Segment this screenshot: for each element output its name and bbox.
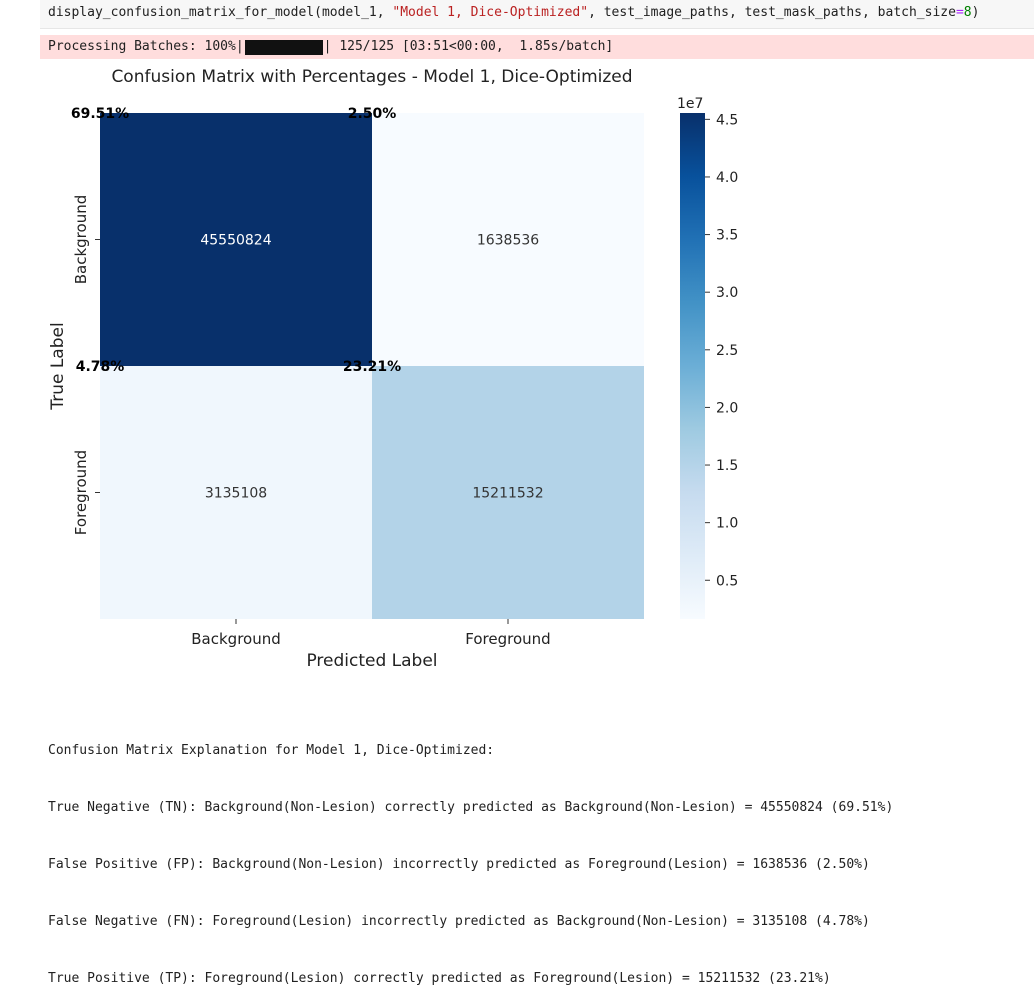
explanation-line-tp: True Positive (TP): Foreground(Lesion) c… bbox=[48, 971, 831, 986]
colorbar-scale-label: 1e7 bbox=[677, 96, 703, 112]
x-tick-label: Foreground bbox=[465, 630, 550, 648]
cell-fn-rect bbox=[100, 366, 372, 619]
cell-fp-percentage: 2.50% bbox=[348, 106, 397, 122]
cell-tp-rect bbox=[372, 366, 644, 619]
progress-bar bbox=[244, 39, 323, 55]
code-kw-value: 8 bbox=[963, 5, 972, 20]
colorbar-tick-label: 2.5 bbox=[716, 343, 738, 359]
y-tick-label: Foreground bbox=[72, 450, 90, 535]
code-line[interactable]: display_confusion_matrix_for_model(model… bbox=[48, 5, 980, 20]
colorbar-tick-label: 1.0 bbox=[716, 516, 738, 532]
progress-output: Processing Batches: 100%| | 125/125 [03:5… bbox=[40, 35, 1034, 59]
explanation-line-fn: False Negative (FN): Foreground(Lesion) … bbox=[48, 914, 870, 929]
colorbar-tick-label: 2.0 bbox=[716, 400, 738, 416]
colorbar bbox=[680, 113, 705, 619]
explanation-line-tn: True Negative (TN): Background(Non-Lesio… bbox=[48, 800, 894, 815]
cell-fn-percentage: 4.78% bbox=[76, 359, 125, 375]
code-arg-model: model_1 bbox=[321, 5, 377, 20]
x-tick-label: Background bbox=[191, 630, 281, 648]
code-arg-title: "Model 1, Dice-Optimized" bbox=[392, 5, 589, 20]
code-arg-masks: test_mask_paths bbox=[744, 5, 863, 20]
explanation-line-fp: False Positive (FP): Background(Non-Lesi… bbox=[48, 857, 870, 872]
progress-suffix: | 125/125 [03:51<00:00, 1.85s/batch] bbox=[323, 39, 614, 54]
cell-fp-rect bbox=[372, 113, 644, 366]
explanation-output: Confusion Matrix Explanation for Model 1… bbox=[48, 703, 893, 1007]
cell-tp-value: 15211532 bbox=[472, 486, 543, 502]
cell-fn-value: 3135108 bbox=[205, 486, 267, 502]
cell-fp-value: 1638536 bbox=[477, 233, 539, 249]
x-axis-label: Predicted Label bbox=[306, 651, 437, 671]
y-tick-label: Background bbox=[72, 195, 90, 285]
colorbar-tick-label: 3.5 bbox=[716, 228, 738, 244]
confusion-matrix-chart: Confusion Matrix with Percentages - Mode… bbox=[48, 67, 738, 671]
y-axis-label: True Label bbox=[48, 322, 68, 410]
code-kw-batch: batch_size bbox=[877, 5, 956, 20]
cell-tn-rect bbox=[100, 113, 372, 366]
chart-title: Confusion Matrix with Percentages - Mode… bbox=[111, 67, 632, 87]
progress-prefix: Processing Batches: 100%| bbox=[48, 39, 244, 54]
colorbar-tick-label: 0.5 bbox=[716, 573, 738, 589]
colorbar-tick-label: 1.5 bbox=[716, 458, 738, 474]
code-arg-images: test_image_paths bbox=[603, 5, 729, 20]
code-cell[interactable]: display_confusion_matrix_for_model(model… bbox=[40, 0, 1034, 29]
code-func: display_confusion_matrix_for_model bbox=[48, 5, 315, 20]
cell-tp-percentage: 23.21% bbox=[343, 359, 401, 375]
colorbar-tick-label: 3.0 bbox=[716, 285, 738, 301]
colorbar-tick-label: 4.0 bbox=[716, 170, 738, 186]
colorbar-tick-label: 4.5 bbox=[716, 112, 738, 128]
cell-tn-value: 45550824 bbox=[200, 233, 271, 249]
cell-tn-percentage: 69.51% bbox=[71, 106, 129, 122]
explanation-heading: Confusion Matrix Explanation for Model 1… bbox=[48, 743, 495, 758]
